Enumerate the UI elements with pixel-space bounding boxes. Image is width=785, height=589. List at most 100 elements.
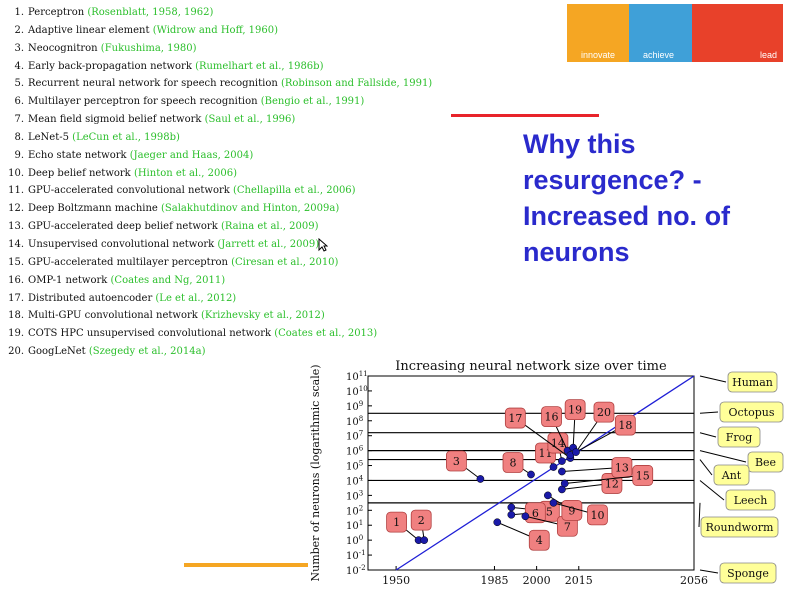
point-label-box <box>504 407 526 429</box>
reference-arrow <box>698 502 701 528</box>
reference-number: 13. <box>8 221 24 233</box>
point-label-box <box>564 399 586 421</box>
point-label: 4 <box>536 534 543 547</box>
reference-item: 1. Perceptron (Rosenblatt, 1958, 1962) <box>2 4 442 22</box>
point-pointer <box>564 474 643 484</box>
reference-citation: (Fukushima, 1980) <box>100 42 197 54</box>
chart-title: Increasing neural network size over time <box>395 359 667 374</box>
reference-title: Neocognitron <box>28 42 101 54</box>
reference-number: 10. <box>8 167 24 179</box>
point-label: 1 <box>393 516 400 529</box>
point-label: 5 <box>546 505 553 518</box>
y-tick-label: 102 <box>346 504 363 517</box>
data-point <box>521 512 530 521</box>
reference-item: 5. Recurrent neural network for speech re… <box>2 75 442 93</box>
data-point <box>549 463 558 471</box>
y-tick-label: 101 <box>346 519 363 532</box>
reference-item: 16. OMP-1 network (Coates and Ng, 2011) <box>2 272 442 290</box>
y-tick-label: 10-2 <box>346 564 366 577</box>
reference-item: 6. Multilayer perceptron for speech recog… <box>2 93 442 111</box>
point-label: 16 <box>545 411 559 424</box>
reference-citation: (Saul et al., 1996) <box>204 114 296 126</box>
y-tick-label: 106 <box>346 445 364 458</box>
reference-number: 8. <box>14 131 24 143</box>
reference-citation: (Salakhutdinov and Hinton, 2009a) <box>161 203 340 215</box>
reference-title: Mean field sigmoid belief network <box>28 114 205 126</box>
red-divider <box>451 114 599 117</box>
data-point <box>558 467 566 476</box>
data-point <box>420 536 429 545</box>
reference-level-label: Bee <box>755 456 776 469</box>
reference-level-box <box>727 371 778 393</box>
point-label: 17 <box>508 412 522 425</box>
reference-number: 14. <box>8 238 24 250</box>
reference-citation: (Jaeger and Haas, 2004) <box>129 149 254 161</box>
reference-title: COTS HPC unsupervised convolutional netw… <box>28 328 275 340</box>
reference-number: 4. <box>14 60 24 72</box>
reference-item: 3. Neocognitron (Fukushima, 1980) <box>2 40 442 58</box>
point-label-box <box>386 511 407 533</box>
brand-segment-achieve: achieve <box>629 4 692 62</box>
reference-number: 5. <box>14 78 24 90</box>
reference-item: 20. GoogLeNet (Szegedy et al., 2014a) <box>2 343 442 361</box>
point-label-box <box>614 414 636 436</box>
reference-number: 18. <box>8 310 24 322</box>
brand-label: innovate <box>581 50 616 60</box>
reference-number: 1. <box>14 7 24 18</box>
reference-item: 18. Multi-GPU convolutional network (Kriz… <box>2 307 442 325</box>
reference-level-label: Sponge <box>727 567 769 580</box>
point-label: 13 <box>615 462 629 475</box>
reference-number: 9. <box>14 149 24 161</box>
reference-title: Adaptive linear element <box>28 24 153 36</box>
reference-title: Early back-propagation network <box>28 60 196 72</box>
reference-title: Perceptron <box>28 7 88 18</box>
reference-citation: (LeCun et al., 1998b) <box>72 131 180 143</box>
reference-title: GoogLeNet <box>28 346 89 358</box>
point-label-box <box>502 452 524 473</box>
reference-level-box <box>700 516 779 538</box>
mouse-cursor-icon <box>318 237 329 255</box>
plot-frame <box>367 375 695 571</box>
trend-line <box>395 375 695 571</box>
point-label-box <box>547 432 569 454</box>
point-label: 14 <box>551 437 565 450</box>
reference-citation: (Rosenblatt, 1958, 1962) <box>87 7 214 18</box>
brand-segment-lead: lead <box>692 4 783 62</box>
reference-level-box <box>719 401 784 423</box>
reference-level-box <box>717 426 761 448</box>
reference-level-box <box>725 489 776 511</box>
chart-svg: Increasing neural network size over time… <box>309 359 784 587</box>
point-label: 6 <box>532 507 539 520</box>
reference-item: 19. COTS HPC unsupervised convolutional n… <box>2 325 442 343</box>
reference-arrow <box>699 411 719 414</box>
reference-level-label: Frog <box>726 431 753 444</box>
x-tick-label: 2015 <box>565 574 593 587</box>
reference-citation: (Coates and Ng, 2011) <box>110 274 226 286</box>
reference-citation: (Rumelhart et al., 1986b) <box>195 60 324 72</box>
point-label-box <box>593 401 615 423</box>
point-label: 2 <box>418 514 425 527</box>
y-tick-label: 105 <box>346 460 363 473</box>
reference-citation: (Robinson and Fallside, 1991) <box>280 78 433 90</box>
reference-citation: (Raina et al., 2009) <box>220 221 319 233</box>
point-label-box <box>587 504 608 526</box>
reference-level-box <box>747 451 784 473</box>
x-tick-label: 2000 <box>523 574 551 587</box>
reference-title: GPU-accelerated multilayer perceptron <box>28 256 232 268</box>
data-point <box>544 491 552 500</box>
y-tick-label: 100 <box>346 534 363 547</box>
reference-number: 15. <box>8 256 24 268</box>
point-label: 19 <box>568 404 582 417</box>
reference-arrow <box>699 459 713 476</box>
point-label: 9 <box>568 504 575 517</box>
reference-number: 2. <box>14 24 24 36</box>
reference-arrow <box>699 432 717 438</box>
data-point <box>507 503 516 512</box>
y-tick-label: 1010 <box>346 385 368 398</box>
point-label: 3 <box>453 455 460 468</box>
reference-citation: (Chellapilla et al., 2006) <box>233 185 356 197</box>
reference-title: Echo state network <box>28 149 130 161</box>
y-tick-label: 10-1 <box>346 549 366 562</box>
brand-label: achieve <box>643 50 675 60</box>
